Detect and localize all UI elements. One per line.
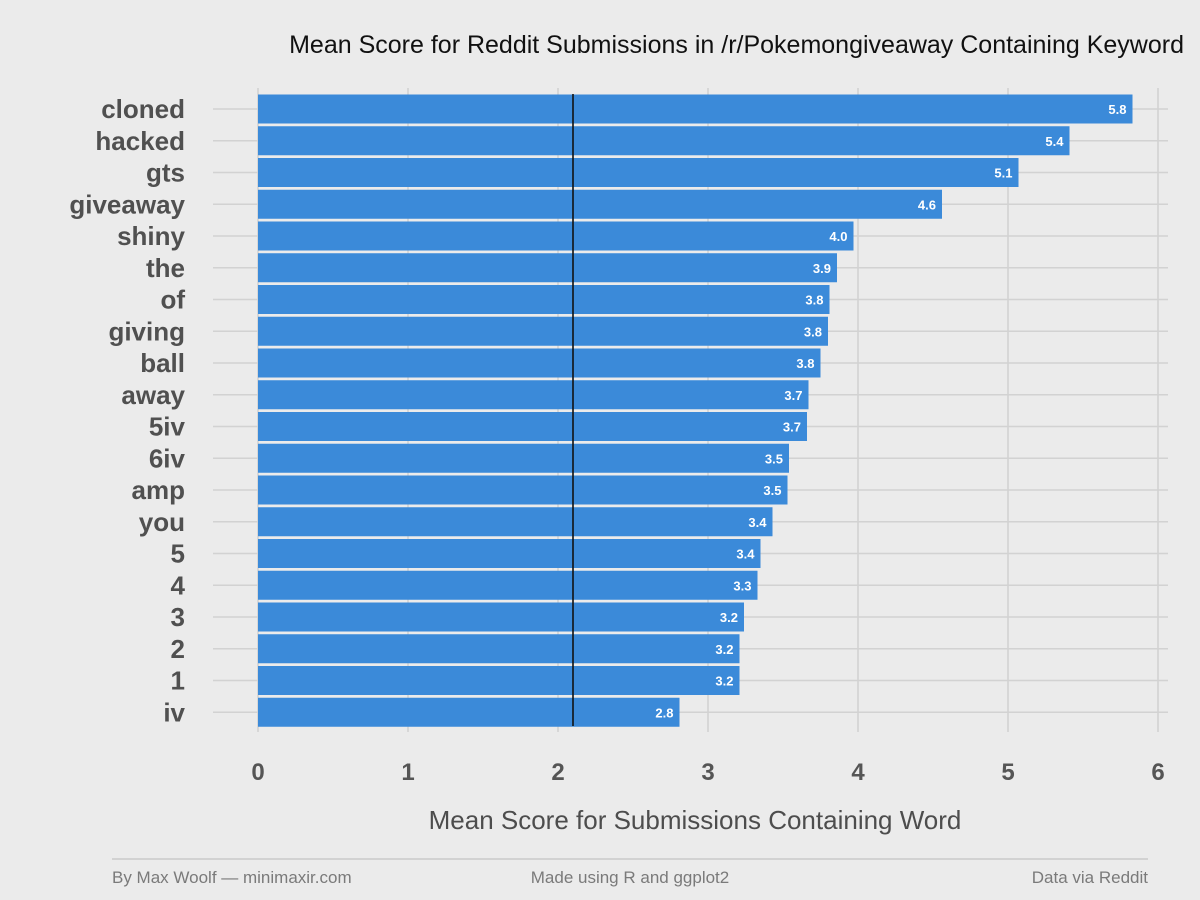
bar: [258, 380, 809, 410]
category-label: away: [121, 380, 185, 410]
category-label: you: [139, 507, 185, 537]
chart-title: Mean Score for Reddit Submissions in /r/…: [289, 31, 1184, 59]
category-label: 2: [171, 634, 185, 664]
footer-source: Data via Reddit: [1032, 868, 1149, 887]
category-label: 6iv: [149, 443, 186, 473]
category-label: 3: [171, 602, 185, 632]
data-label: 3.3: [733, 578, 751, 593]
x-tick-label: 4: [851, 759, 865, 786]
data-label: 4.0: [829, 229, 847, 244]
x-tick-label: 2: [551, 759, 564, 786]
x-tick-label: 6: [1151, 759, 1164, 786]
data-label: 3.2: [715, 642, 733, 657]
bar: [258, 285, 830, 314]
bar: [258, 634, 740, 664]
category-label: 4: [171, 570, 186, 600]
category-label: giving: [108, 316, 185, 346]
data-label: 5.8: [1108, 102, 1126, 117]
data-label: 3.9: [813, 261, 831, 276]
category-label: 1: [171, 666, 185, 696]
x-axis-title: Mean Score for Submissions Containing Wo…: [429, 805, 962, 835]
data-label: 3.8: [804, 324, 822, 339]
bar: [258, 94, 1133, 124]
data-label: 3.7: [783, 420, 801, 435]
data-label: 3.4: [736, 547, 755, 562]
category-label: ball: [140, 348, 185, 378]
data-label: 2.8: [655, 705, 673, 720]
x-tick-label: 5: [1001, 759, 1014, 786]
bar: [258, 443, 789, 473]
bar: [258, 539, 761, 568]
data-label: 3.2: [720, 610, 738, 625]
category-label: shiny: [117, 221, 185, 251]
data-label: 3.7: [784, 388, 802, 403]
bar: [258, 602, 744, 632]
data-label: 5.1: [994, 166, 1012, 181]
footer-credit: By Max Woolf — minimaxir.com: [112, 868, 352, 887]
bar: [258, 221, 854, 251]
data-label: 5.4: [1045, 134, 1064, 149]
data-label: 3.5: [765, 451, 783, 466]
bar: [258, 126, 1070, 156]
category-label: amp: [132, 475, 185, 505]
category-label: of: [160, 285, 185, 315]
footer-tool: Made using R and ggplot2: [531, 868, 729, 887]
data-label: 3.2: [715, 674, 733, 689]
category-label: the: [146, 253, 185, 283]
bar: [258, 507, 773, 537]
bar: [258, 158, 1019, 187]
data-label: 3.5: [763, 483, 781, 498]
bar: [258, 348, 821, 378]
category-label: 5: [171, 539, 185, 569]
bar: [258, 253, 837, 283]
bar: [258, 412, 807, 441]
category-label: cloned: [101, 94, 185, 124]
bar: [258, 570, 758, 600]
category-label: giveaway: [69, 189, 185, 219]
category-label: hacked: [95, 126, 185, 156]
bar: [258, 316, 828, 346]
data-label: 3.4: [748, 515, 767, 530]
data-label: 4.6: [918, 197, 936, 212]
bar: [258, 666, 740, 695]
bar-layer: [258, 94, 1133, 727]
bar: [258, 697, 680, 727]
category-label: iv: [163, 697, 185, 727]
x-tick-label: 3: [701, 759, 714, 786]
x-tick-label: 0: [251, 759, 264, 786]
bar: [258, 189, 942, 219]
data-label: 3.8: [796, 356, 814, 371]
category-label: gts: [146, 158, 185, 188]
bar: [258, 475, 788, 505]
x-tick-label: 1: [401, 759, 414, 786]
category-label: 5iv: [149, 412, 186, 442]
data-label: 3.8: [805, 293, 823, 308]
